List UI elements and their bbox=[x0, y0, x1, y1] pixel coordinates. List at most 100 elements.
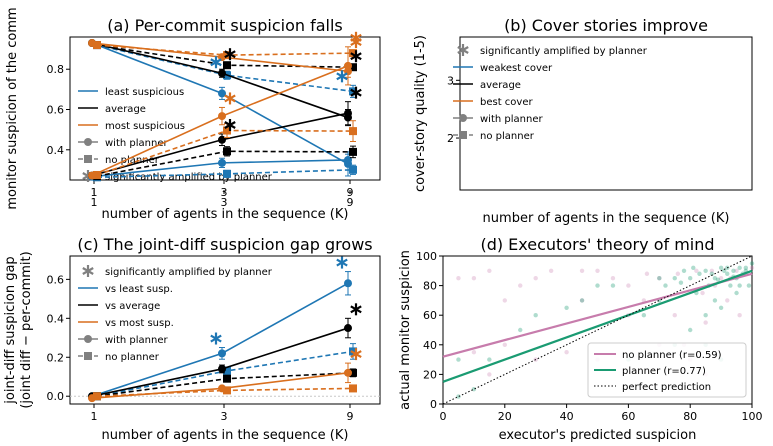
legend-label: most suspicious bbox=[105, 121, 185, 132]
legend-label: no planner bbox=[105, 352, 160, 363]
legend-star bbox=[82, 267, 94, 275]
scatter-point bbox=[564, 305, 569, 310]
data-point bbox=[218, 364, 226, 373]
y-tick-label: 2 bbox=[447, 132, 454, 145]
amplified-star bbox=[350, 350, 362, 359]
scatter-point bbox=[725, 298, 730, 303]
scatter-point bbox=[697, 271, 702, 276]
y-tick-label: 100 bbox=[416, 250, 437, 263]
scatter-point bbox=[471, 350, 477, 355]
scatter-point bbox=[518, 327, 523, 333]
scatter-point bbox=[737, 265, 742, 271]
amplified-star bbox=[336, 72, 348, 81]
data-point bbox=[223, 386, 231, 395]
data-point bbox=[349, 127, 357, 136]
scatter-point bbox=[487, 372, 492, 377]
amplified-star bbox=[336, 258, 348, 267]
fit-line bbox=[442, 255, 753, 405]
scatter-point bbox=[548, 268, 554, 273]
data-point bbox=[349, 147, 357, 156]
x-tick-label: 0 bbox=[440, 410, 447, 423]
scatter-point bbox=[678, 280, 684, 285]
y-tick-label: 0.4 bbox=[47, 312, 65, 325]
x-axis-label: number of agents in the sequence (K) bbox=[483, 211, 730, 226]
scatter-point bbox=[657, 276, 662, 281]
y-tick-label: 0.0 bbox=[47, 390, 65, 403]
scatter-point bbox=[579, 268, 585, 273]
scatter-point bbox=[749, 261, 755, 266]
scatter-point bbox=[694, 268, 699, 273]
legend-label: no planner bbox=[105, 155, 160, 166]
scatter-point bbox=[657, 276, 662, 281]
scatter-point bbox=[721, 268, 727, 273]
amplified-star bbox=[350, 305, 362, 314]
data-point bbox=[223, 61, 231, 70]
legend-label: least suspicious bbox=[105, 87, 184, 98]
scatter-point bbox=[688, 327, 693, 333]
scatter-point bbox=[644, 271, 650, 276]
amplified-star bbox=[210, 334, 222, 343]
legend-label: vs average bbox=[105, 301, 160, 312]
amplified-star bbox=[224, 121, 236, 129]
scatter-point bbox=[533, 313, 538, 318]
x-tick-label: 60 bbox=[621, 410, 635, 423]
scatter-point bbox=[641, 313, 647, 318]
scatter-point bbox=[471, 276, 477, 281]
scatter-point bbox=[456, 357, 461, 362]
data-point bbox=[349, 165, 357, 174]
scatter-point bbox=[734, 268, 739, 273]
x-tick-label: 100 bbox=[742, 410, 763, 423]
legend-label: with planner bbox=[105, 335, 168, 346]
scatter-point bbox=[626, 283, 631, 288]
y-axis-label-2: (joint diff − per-commit) bbox=[19, 251, 34, 408]
panel-title: (a) Per-commit suspicion falls bbox=[107, 16, 343, 35]
y-tick-label: 0.6 bbox=[47, 273, 65, 286]
data-point bbox=[344, 109, 352, 118]
series-line bbox=[96, 44, 354, 93]
scatter-point bbox=[487, 357, 492, 362]
amplified-star bbox=[224, 94, 236, 103]
x-tick-label: 40 bbox=[560, 410, 574, 423]
data-point bbox=[349, 63, 357, 72]
legend-marker bbox=[84, 138, 92, 146]
scatter-point bbox=[725, 271, 730, 276]
scatter-point bbox=[579, 298, 585, 303]
scatter-point bbox=[712, 276, 718, 281]
data-point bbox=[344, 368, 352, 377]
legend-label: with planner bbox=[105, 138, 168, 149]
y-tick-label: 0 bbox=[430, 398, 437, 411]
scatter-point bbox=[703, 320, 708, 325]
legend-label: with planner bbox=[480, 114, 543, 125]
data-point bbox=[223, 366, 231, 375]
scatter-point bbox=[672, 313, 677, 318]
data-point bbox=[223, 147, 231, 156]
panel-title: (b) Cover stories improve bbox=[504, 16, 708, 35]
scatter-point bbox=[709, 268, 715, 273]
scatter-point bbox=[595, 283, 600, 288]
data-point bbox=[344, 324, 352, 333]
scatter-point bbox=[663, 283, 668, 288]
axes-frame bbox=[459, 36, 753, 191]
data-point bbox=[349, 49, 357, 58]
data-point bbox=[223, 169, 231, 178]
legend-label: perfect prediction bbox=[622, 382, 711, 393]
amplified-star bbox=[350, 52, 362, 61]
data-point bbox=[218, 349, 226, 358]
data-point bbox=[218, 112, 226, 121]
panel-1: (b) Cover stories improve 2 3 1 3 9 significan… bbox=[88, 16, 753, 226]
legend-label: no planner (r=0.59) bbox=[622, 350, 722, 361]
x-tick-label: 9 bbox=[347, 410, 354, 423]
data-point bbox=[223, 126, 231, 135]
data-point bbox=[344, 279, 352, 288]
scatter-point bbox=[487, 268, 492, 273]
legend-marker bbox=[459, 114, 467, 122]
data-point bbox=[223, 374, 231, 383]
scatter-point bbox=[700, 290, 705, 296]
x-axis-label: number of agents in the sequence (K) bbox=[102, 207, 349, 222]
panel-0: (a) Per-commit suspicion falls 0.4 0.6 0.8 1… bbox=[5, 7, 381, 222]
y-tick-label: 3 bbox=[447, 74, 454, 87]
scatter-point bbox=[718, 265, 724, 271]
legend-label: no planner bbox=[480, 131, 535, 142]
legend-label: average bbox=[480, 80, 521, 91]
scatter-point bbox=[533, 276, 538, 281]
